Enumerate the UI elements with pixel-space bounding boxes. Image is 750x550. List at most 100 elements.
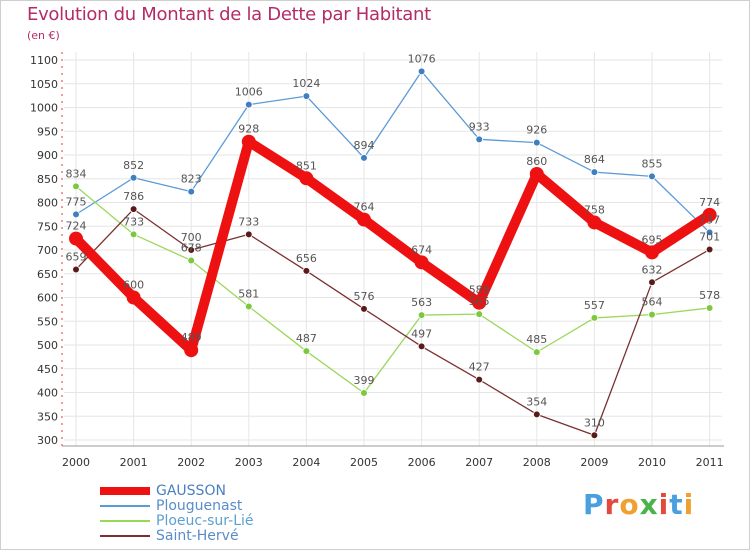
data-point-saint-herv- <box>475 375 484 384</box>
data-point-saint-herv- <box>705 245 714 254</box>
data-label-gausson: 489 <box>181 331 202 344</box>
legend-item-saint-herv-: Saint-Hervé <box>100 529 420 544</box>
data-label-saint-herv-: 427 <box>469 361 490 374</box>
x-tick-label: 2005 <box>350 456 378 469</box>
x-tick-label: 2007 <box>465 456 493 469</box>
series-line-saint-herv- <box>75 208 711 436</box>
data-label-gausson: 928 <box>238 123 259 136</box>
y-tick-label: 950 <box>37 125 58 138</box>
data-label-ploeuc-sur-li-: 487 <box>296 332 317 345</box>
y-tick-label: 1050 <box>30 78 58 91</box>
data-label-gausson: 674 <box>411 243 432 256</box>
y-tick-label: 750 <box>37 220 58 233</box>
data-label-plouguenast: 737 <box>699 213 720 226</box>
data-point-gausson <box>472 295 487 310</box>
data-point-gausson <box>69 231 83 246</box>
data-label-gausson: 758 <box>584 203 605 216</box>
y-tick-label: 900 <box>37 149 58 162</box>
y-tick-label: 700 <box>37 244 58 257</box>
proxiti-logo: Proxiti <box>583 488 695 521</box>
data-point-ploeuc-sur-li- <box>648 310 656 319</box>
series-line-gausson <box>71 136 715 356</box>
legend-swatch <box>100 487 150 495</box>
data-label-ploeuc-sur-li-: 834 <box>66 167 87 180</box>
data-point-plouguenast <box>532 138 541 147</box>
data-point-saint-herv- <box>302 267 311 275</box>
data-point-gausson <box>299 171 314 186</box>
data-point-gausson <box>587 215 602 230</box>
data-label-saint-herv-: 632 <box>642 263 663 276</box>
data-point-ploeuc-sur-li- <box>72 182 80 191</box>
data-label-saint-herv-: 354 <box>526 395 547 408</box>
x-tick-label: 2002 <box>177 456 205 469</box>
y-tick-label: 1100 <box>30 54 58 67</box>
data-label-ploeuc-sur-li-: 399 <box>354 374 375 387</box>
legend-swatch <box>100 535 150 537</box>
y-tick-label: 450 <box>37 363 58 376</box>
data-point-gausson <box>184 343 199 358</box>
data-label-saint-herv-: 786 <box>123 190 144 203</box>
data-label-saint-herv-: 310 <box>584 416 605 429</box>
data-point-ploeuc-sur-li- <box>475 310 484 318</box>
series-line-plouguenast <box>75 70 711 234</box>
legend-swatch <box>100 520 150 522</box>
data-label-gausson: 860 <box>526 155 547 168</box>
data-point-plouguenast <box>705 228 714 237</box>
data-label-saint-herv-: 497 <box>411 327 432 340</box>
legend-label: Plouguenast <box>156 498 243 514</box>
data-point-ploeuc-sur-li- <box>705 304 714 312</box>
data-label-gausson: 600 <box>123 279 144 292</box>
data-point-plouguenast <box>187 187 196 196</box>
y-tick-label: 600 <box>37 292 58 305</box>
data-point-saint-herv- <box>245 230 253 239</box>
legend-label: GAUSSON <box>156 483 226 499</box>
legend-item-ploeuc-sur-li-: Ploeuc-sur-Lié <box>100 514 420 529</box>
data-label-plouguenast: 864 <box>584 153 605 166</box>
data-label-gausson: 589 <box>469 284 490 297</box>
data-point-saint-herv- <box>648 278 656 287</box>
data-point-gausson <box>126 290 141 305</box>
data-point-saint-herv- <box>360 305 368 313</box>
data-point-gausson <box>414 255 429 270</box>
data-label-plouguenast: 926 <box>526 124 547 137</box>
legend-item-plouguenast: Plouguenast <box>100 499 420 514</box>
data-point-ploeuc-sur-li- <box>532 348 541 356</box>
data-point-plouguenast <box>245 100 253 109</box>
data-label-ploeuc-sur-li-: 564 <box>642 296 663 309</box>
x-tick-label: 2003 <box>235 456 263 469</box>
data-label-saint-herv-: 576 <box>354 290 375 303</box>
data-label-ploeuc-sur-li-: 581 <box>238 288 259 301</box>
data-point-ploeuc-sur-li- <box>417 311 426 319</box>
data-point-plouguenast <box>590 168 599 176</box>
y-tick-label: 550 <box>37 315 58 328</box>
data-label-plouguenast: 1024 <box>292 77 320 90</box>
data-point-plouguenast <box>129 174 138 182</box>
data-label-ploeuc-sur-li-: 557 <box>584 299 605 312</box>
data-label-gausson: 724 <box>66 220 87 233</box>
data-point-plouguenast <box>360 154 368 162</box>
y-tick-label: 850 <box>37 173 58 186</box>
data-label-saint-herv-: 701 <box>699 231 720 244</box>
data-point-saint-herv- <box>590 431 599 440</box>
data-label-plouguenast: 1076 <box>408 52 436 65</box>
series-line-ploeuc-sur-li- <box>75 185 711 394</box>
x-tick-label: 2009 <box>580 456 608 469</box>
data-point-gausson <box>702 207 717 222</box>
data-point-ploeuc-sur-li- <box>360 389 368 397</box>
y-tick-label: 300 <box>37 434 58 447</box>
x-tick-label: 2010 <box>638 456 666 469</box>
y-tick-label: 400 <box>37 387 58 400</box>
y-axis-unit-label: (en €) <box>27 29 60 42</box>
data-label-saint-herv-: 733 <box>238 215 259 228</box>
y-tick-label: 1000 <box>30 102 58 115</box>
data-point-gausson <box>357 212 371 227</box>
x-tick-label: 2008 <box>523 456 551 469</box>
data-label-saint-herv-: 659 <box>66 250 87 263</box>
chart-title: Evolution du Montant de la Dette par Hab… <box>27 4 431 25</box>
data-point-saint-herv- <box>532 410 541 419</box>
legend-item-gausson: GAUSSON <box>100 484 420 499</box>
data-label-gausson: 851 <box>296 159 317 172</box>
data-point-ploeuc-sur-li- <box>187 256 196 265</box>
data-point-saint-herv- <box>417 342 426 351</box>
data-label-plouguenast: 894 <box>354 139 375 152</box>
